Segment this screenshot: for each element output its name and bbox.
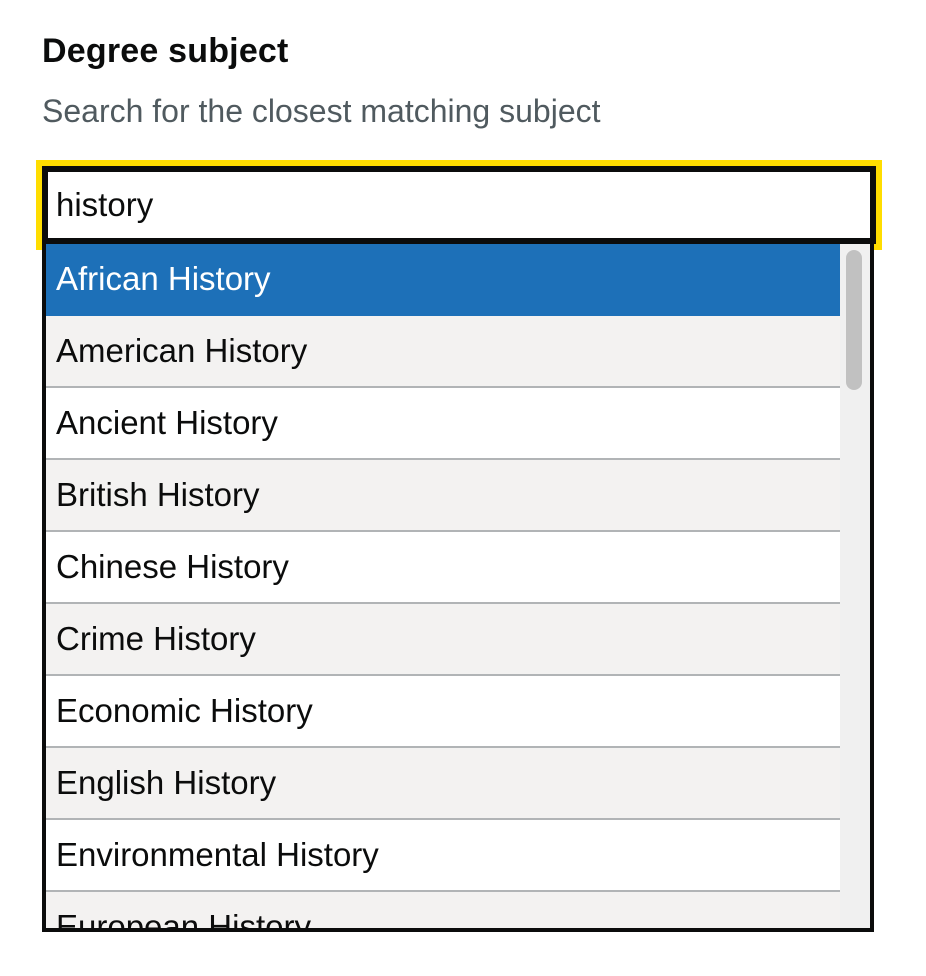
listbox-scrollbar[interactable] [840,244,870,928]
list-item[interactable]: Environmental History [46,820,840,892]
subject-search-input[interactable] [42,166,876,244]
list-item[interactable]: European History [46,892,840,928]
list-item[interactable]: Crime History [46,604,840,676]
list-item[interactable]: English History [46,748,840,820]
list-item[interactable]: Ancient History [46,388,840,460]
list-item[interactable]: Economic History [46,676,840,748]
field-hint: Search for the closest matching subject [42,93,601,129]
list-item[interactable]: British History [46,460,840,532]
list-item[interactable]: African History [46,244,840,316]
list-item[interactable]: Chinese History [46,532,840,604]
autocomplete-listbox[interactable]: African History American History Ancient… [42,244,874,932]
list-item[interactable]: American History [46,316,840,388]
field-label: Degree subject [42,32,289,70]
scrollbar-thumb[interactable] [846,250,862,390]
results-list: African History American History Ancient… [46,244,840,928]
